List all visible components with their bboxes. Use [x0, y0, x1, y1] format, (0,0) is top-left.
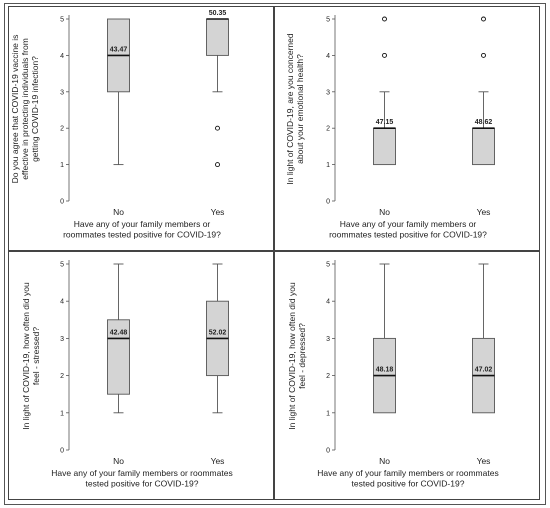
data-label: 47.02	[475, 367, 493, 374]
y-axis-label: In light of COVID-19, how often did you f…	[287, 282, 307, 430]
data-label: 50.35	[209, 10, 227, 17]
x-axis-label: Have any of your family members or	[340, 219, 477, 229]
y-axis-label-line: In light of COVID-19, how often did you	[287, 282, 297, 430]
y-axis-label-line: Do you agree that COVID-19 vaccine is	[10, 35, 20, 184]
chart-panel-emotional-health: 0 1 2 3 4 5 47.15 No 48.62 Yes Have any of your fa…	[274, 6, 540, 251]
figure-frame	[4, 3, 546, 505]
x-tick-label: No	[379, 207, 390, 217]
y-tick-label: 1	[60, 162, 64, 169]
y-tick-label: 5	[60, 17, 64, 24]
data-label: 48.18	[376, 367, 394, 374]
y-tick-label: 4	[60, 53, 64, 60]
y-axis-label-line: In light of COVID-19, how often did you	[21, 282, 31, 430]
chart-depressed: 0 1 2 3 4 5 48.18 No 47.02 Yes Have any of your fa…	[287, 260, 499, 489]
chart-stressed: 0 1 2 3 4 5 42.48 No 52.02 Yes Have any of your fa…	[21, 260, 233, 489]
outlier-point	[215, 162, 220, 168]
y-tick-label: 2	[326, 126, 330, 133]
y-tick-label: 1	[326, 162, 330, 169]
x-axis-label: tested positive for COVID-19?	[352, 479, 465, 489]
y-axis-label-line: about your emotional health?	[295, 54, 305, 164]
y-tick-label: 5	[326, 17, 330, 24]
y-axis-label: In light of COVID-19, are you concerned a…	[285, 33, 305, 184]
x-tick-label: Yes	[477, 207, 491, 217]
outlier-point	[481, 52, 486, 58]
y-axis-label-line: getting COVID-19 infection?	[30, 56, 40, 162]
y-tick-label: 2	[326, 373, 330, 380]
chart-panel-stressed: 0 1 2 3 4 5 42.48 No 52.02 Yes Have any of your fa…	[8, 251, 274, 500]
y-axis-label: In light of COVID-19, how often did you f…	[21, 282, 41, 430]
y-axis-label-line: In light of COVID-19, are you concerned	[285, 33, 295, 184]
y-tick-label: 4	[60, 299, 64, 306]
x-axis-label: Have any of your family members or	[74, 219, 211, 229]
x-axis-label: roommates tested positive for COVID-19?	[329, 230, 487, 240]
y-axis-label: Do you agree that COVID-19 vaccine is eff…	[10, 35, 40, 184]
x-axis-label: roommates tested positive for COVID-19?	[63, 230, 221, 240]
y-tick-label: 0	[326, 199, 330, 206]
outlier-point	[481, 16, 486, 22]
data-label: 48.62	[475, 119, 493, 126]
y-tick-label: 4	[326, 299, 330, 306]
x-axis-label: Have any of your family members or roomm…	[317, 468, 498, 478]
data-label: 43.47	[110, 46, 128, 53]
x-tick-label: Yes	[477, 456, 491, 466]
chart-panel-depressed: 0 1 2 3 4 5 48.18 No 47.02 Yes Have any of your fa…	[274, 251, 540, 500]
y-tick-label: 5	[326, 262, 330, 269]
data-label: 47.15	[376, 119, 394, 126]
outlier-point	[215, 125, 220, 131]
data-label: 42.48	[110, 329, 128, 336]
y-tick-label: 2	[60, 126, 64, 133]
y-tick-label: 3	[326, 336, 330, 343]
x-tick-label: Yes	[211, 207, 225, 217]
x-axis-label: tested positive for COVID-19?	[86, 479, 199, 489]
x-tick-label: No	[379, 456, 390, 466]
outlier-point	[382, 52, 387, 58]
y-axis-label-line: feel - depressed?	[297, 323, 307, 389]
box-no	[373, 127, 396, 166]
y-tick-label: 1	[326, 410, 330, 417]
outlier-point	[382, 16, 387, 22]
y-tick-label: 4	[326, 53, 330, 60]
y-tick-label: 3	[60, 89, 64, 96]
y-tick-label: 5	[60, 262, 64, 269]
y-tick-label: 0	[326, 448, 330, 455]
box-yes	[206, 18, 229, 56]
y-tick-label: 3	[326, 89, 330, 96]
y-axis-label-line: feel - stressed?	[31, 327, 41, 385]
y-tick-label: 2	[60, 373, 64, 380]
y-axis-label-line: effective in protecting individuals from	[20, 38, 30, 180]
x-tick-label: No	[113, 207, 124, 217]
x-axis-label: Have any of your family members or roomm…	[51, 468, 232, 478]
y-tick-label: 0	[60, 199, 64, 206]
x-tick-label: Yes	[211, 456, 225, 466]
y-tick-label: 0	[60, 448, 64, 455]
box-yes	[472, 127, 495, 166]
x-tick-label: No	[113, 456, 124, 466]
y-tick-label: 3	[60, 336, 64, 343]
chart-panel-vaccine-effective: 0 1 2 3 4 5 43.47 No 50.35 Yes Have any of your fa…	[8, 6, 274, 251]
data-label: 52.02	[209, 329, 227, 336]
y-tick-label: 1	[60, 410, 64, 417]
